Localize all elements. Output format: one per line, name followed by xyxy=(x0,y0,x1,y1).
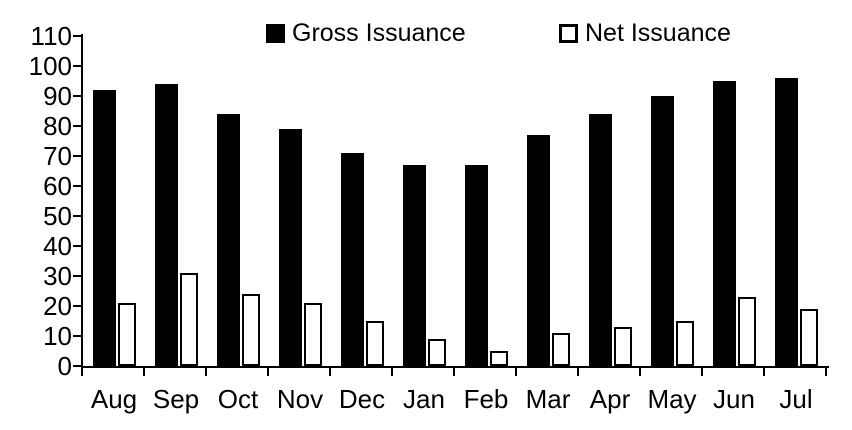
y-axis-tick xyxy=(73,335,82,337)
y-axis-tick-label: 30 xyxy=(43,261,72,291)
bar-net-jan xyxy=(428,339,446,366)
bar-gross-sep xyxy=(155,84,178,366)
x-axis-tick xyxy=(577,368,579,376)
x-axis-label-feb: Feb xyxy=(463,384,509,414)
bar-gross-mar xyxy=(527,135,550,366)
x-axis-tick xyxy=(205,368,207,376)
y-axis-tick xyxy=(73,185,82,187)
y-axis-tick-label: 10 xyxy=(43,321,72,351)
bar-net-dec xyxy=(366,321,384,366)
y-axis-tick xyxy=(73,215,82,217)
y-axis-tick xyxy=(73,275,82,277)
y-axis-tick xyxy=(73,95,82,97)
x-axis-tick xyxy=(453,368,455,376)
x-axis-label-oct: Oct xyxy=(217,384,259,414)
x-axis-label-may: May xyxy=(647,384,697,414)
legend-entry-gross-issuance: Gross Issuance xyxy=(266,20,466,47)
y-axis-tick-label: 110 xyxy=(30,21,72,51)
bar-gross-jan xyxy=(403,165,426,366)
legend-label-net-issuance: Net Issuance xyxy=(585,19,731,47)
y-axis-tick-label: 100 xyxy=(28,51,72,81)
y-axis-line xyxy=(81,34,83,368)
bar-net-apr xyxy=(614,327,632,366)
x-axis-tick xyxy=(267,368,269,376)
x-axis-label-sep: Sep xyxy=(152,384,200,414)
y-axis-tick xyxy=(73,35,82,37)
legend-swatch-filled-square-icon xyxy=(266,24,285,43)
x-axis-label-mar: Mar xyxy=(525,384,571,414)
x-axis-tick xyxy=(329,368,331,376)
bar-gross-may xyxy=(651,96,674,366)
bar-gross-apr xyxy=(589,114,612,366)
y-axis-tick xyxy=(73,155,82,157)
x-axis-tick xyxy=(701,368,703,376)
bar-gross-jun xyxy=(713,81,736,366)
bar-gross-jul xyxy=(775,78,798,366)
bar-net-jul xyxy=(800,309,818,366)
bar-net-aug xyxy=(118,303,136,366)
y-axis-tick xyxy=(73,365,82,367)
bar-net-jun xyxy=(738,297,756,366)
y-axis-tick-label: 50 xyxy=(43,201,72,231)
y-axis-tick-label: 20 xyxy=(43,291,72,321)
x-axis-label-jun: Jun xyxy=(713,384,755,414)
y-axis-tick-label: 0 xyxy=(57,351,72,381)
bar-net-mar xyxy=(552,333,570,366)
y-axis-tick-label: 70 xyxy=(43,141,72,171)
y-axis-tick xyxy=(73,65,82,67)
x-axis-line xyxy=(81,366,829,368)
x-axis-label-jul: Jul xyxy=(779,384,813,414)
x-axis-tick xyxy=(825,368,827,376)
x-axis-label-dec: Dec xyxy=(338,384,386,414)
bar-gross-feb xyxy=(465,165,488,366)
bar-gross-dec xyxy=(341,153,364,366)
y-axis-tick xyxy=(73,245,82,247)
y-axis-tick-label: 80 xyxy=(43,111,72,141)
bar-net-oct xyxy=(242,294,260,366)
x-axis-tick xyxy=(391,368,393,376)
y-axis-tick-label: 40 xyxy=(43,231,72,261)
x-axis-tick xyxy=(639,368,641,376)
bar-net-feb xyxy=(490,351,508,366)
bar-gross-nov xyxy=(279,129,302,366)
y-axis-tick-label: 90 xyxy=(43,81,72,111)
x-axis-tick xyxy=(143,368,145,376)
x-axis-label-nov: Nov xyxy=(276,384,324,414)
x-axis-tick xyxy=(763,368,765,376)
legend-entry-net-issuance: Net Issuance xyxy=(559,20,731,47)
y-axis-tick xyxy=(73,125,82,127)
y-axis-tick-label: 60 xyxy=(43,171,72,201)
bar-gross-aug xyxy=(93,90,116,366)
x-axis-label-apr: Apr xyxy=(589,384,631,414)
bar-net-may xyxy=(676,321,694,366)
x-axis-label-aug: Aug xyxy=(90,384,138,414)
bar-net-sep xyxy=(180,273,198,366)
bar-net-nov xyxy=(304,303,322,366)
legend-swatch-outline-square-icon xyxy=(559,24,578,43)
y-axis-tick xyxy=(73,305,82,307)
x-axis-tick xyxy=(81,368,83,376)
legend-label-gross-issuance: Gross Issuance xyxy=(292,19,466,47)
bar-gross-oct xyxy=(217,114,240,366)
x-axis-tick xyxy=(515,368,517,376)
x-axis-label-jan: Jan xyxy=(403,384,445,414)
